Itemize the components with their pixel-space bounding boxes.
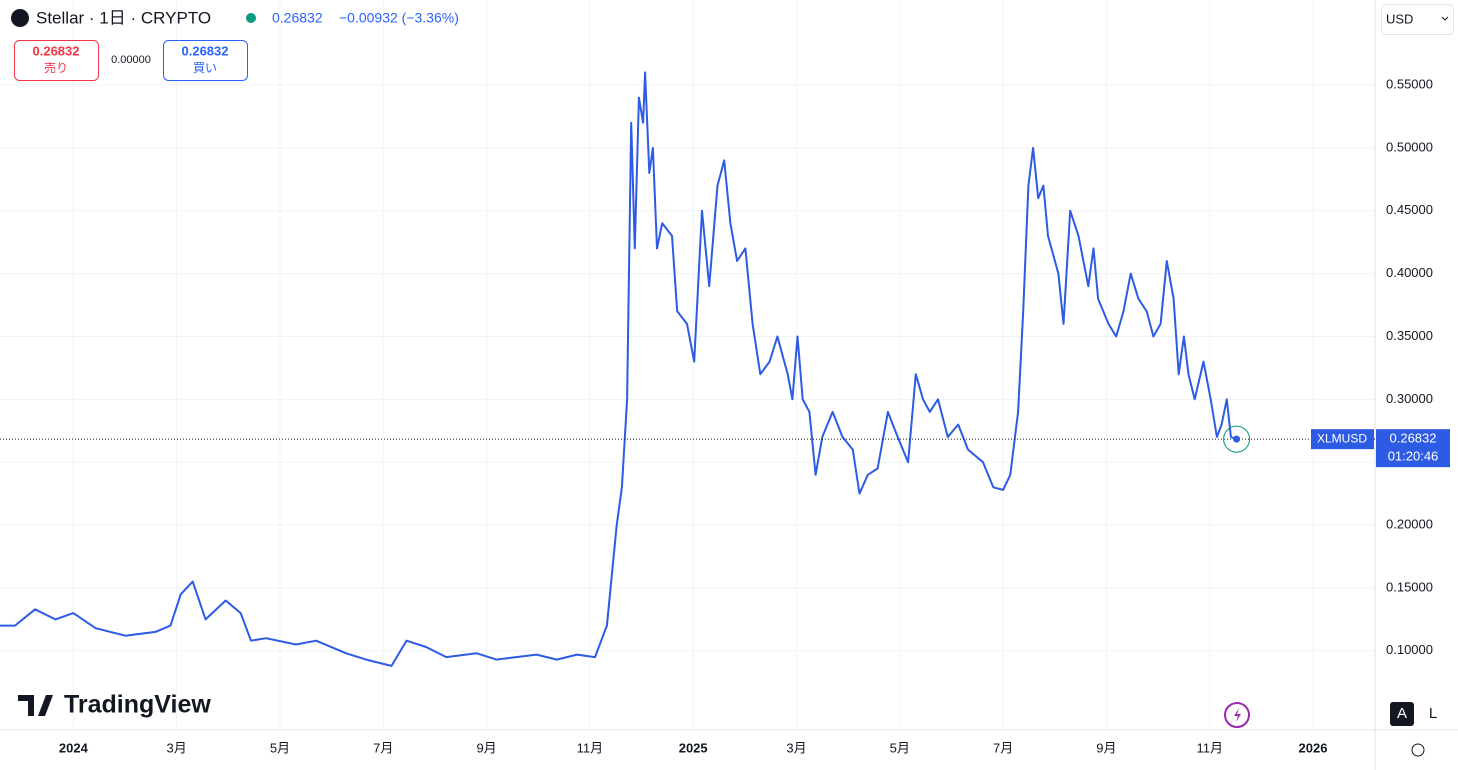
x-tick-label: 9月 xyxy=(1096,740,1116,755)
log: L xyxy=(1429,705,1437,722)
buy-button[interactable] xyxy=(163,40,248,81)
auto: A xyxy=(1397,705,1407,722)
flash-icon[interactable] xyxy=(1224,702,1250,728)
x-tick-label: 7月 xyxy=(993,740,1013,755)
buy-label: 買い xyxy=(193,61,217,75)
symbol-tag-label: XLMUSD xyxy=(1317,431,1367,445)
buy-price: 0.26832 xyxy=(182,43,229,58)
status-dot xyxy=(246,13,256,23)
x-tick-label: 3月 xyxy=(786,740,806,755)
symbol-tag xyxy=(1311,429,1374,450)
x-tick-label: 11月 xyxy=(577,740,604,755)
logo: TradingView xyxy=(64,691,211,719)
x-tick-label: 2025 xyxy=(679,740,708,755)
y-tick-label: 0.45000 xyxy=(1386,202,1433,217)
spread: 0.00000 xyxy=(111,54,151,66)
flash-glyph xyxy=(1234,708,1241,722)
price: 0.26832 xyxy=(272,10,323,26)
x-tick-label: 3月 xyxy=(167,740,187,755)
y-tick-label: 0.40000 xyxy=(1386,265,1433,280)
settings-icon[interactable] xyxy=(1411,743,1425,757)
y-tick-label: 0.35000 xyxy=(1386,328,1433,343)
x-tick-label: 9月 xyxy=(476,740,496,755)
x-tick-label: 7月 xyxy=(373,740,393,755)
x-tick-label: 5月 xyxy=(270,740,290,755)
y-tick-label: 0.30000 xyxy=(1386,391,1433,406)
symbol: Stellar · 1日 · CRYPTO xyxy=(36,8,211,27)
logo-mark xyxy=(18,695,53,716)
last-point-halo xyxy=(1223,425,1251,453)
y-tick-label: 0.55000 xyxy=(1386,76,1433,91)
y-tick-label: 0.10000 xyxy=(1386,642,1433,657)
x-tick-label: 5月 xyxy=(890,740,910,755)
x-tick-label: 11月 xyxy=(1196,740,1223,755)
x-tick-label: 2026 xyxy=(1299,740,1328,755)
auto-button[interactable] xyxy=(1390,702,1414,726)
price-tag xyxy=(1376,429,1450,468)
price-tag-value: 0.26832 xyxy=(1390,431,1437,446)
x-tick-label: 2024 xyxy=(59,740,89,755)
y-tick-label: 0.50000 xyxy=(1386,139,1433,154)
sell-price: 0.26832 xyxy=(33,43,80,58)
price-line xyxy=(0,71,1237,667)
currency: USD xyxy=(1386,11,1413,26)
price-tag-time: 01:20:46 xyxy=(1388,449,1439,464)
dropdown-arrow xyxy=(1441,16,1449,21)
currency-select[interactable] xyxy=(1381,4,1454,35)
y-tick-label: 0.20000 xyxy=(1386,516,1433,531)
last-point xyxy=(1233,435,1241,443)
sell-label: 売り xyxy=(44,60,68,75)
change: −0.00932 (−3.36%) xyxy=(339,10,459,26)
sell-button[interactable] xyxy=(14,40,99,81)
y-tick-label: 0.15000 xyxy=(1386,579,1433,594)
symbol-icon xyxy=(11,9,29,27)
